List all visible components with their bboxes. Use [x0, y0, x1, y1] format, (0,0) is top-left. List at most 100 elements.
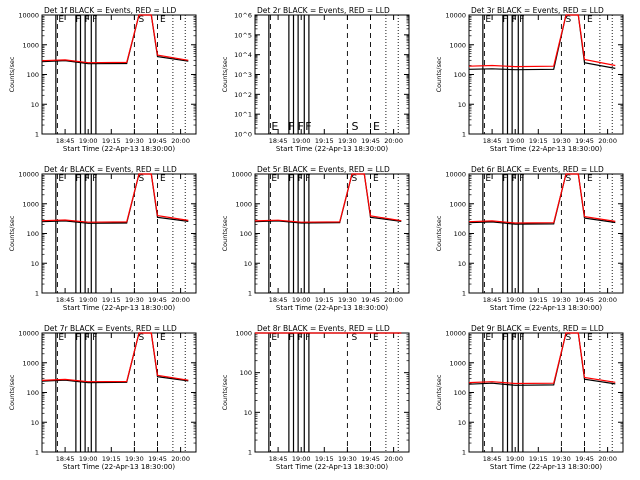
marker-label: E [373, 120, 380, 133]
y-tick-label: 10 [458, 101, 466, 109]
marker-label: E [373, 174, 379, 184]
y-tick-label: 100 [454, 389, 466, 397]
marker-label: S [565, 15, 571, 25]
y-axis-label: Counts/sec [8, 374, 16, 410]
detector-panel-7: Det 7r BLACK = Events, RED = LLD 1 10 100 10… [8, 324, 197, 471]
x-tick-label: 19:00 [506, 455, 525, 463]
x-axis-label: Start Time (22-Apr-13 18:30:00) [276, 463, 388, 471]
marker-label: F [75, 174, 80, 184]
panel-title: Det 2r BLACK = Events, RED = LLD [257, 6, 390, 15]
marker-label: S [565, 333, 571, 343]
marker-label: F [512, 333, 517, 343]
y-tick-label: 10 [31, 260, 39, 268]
y-tick-label: 10^1 [234, 111, 252, 119]
x-tick-label: 19:15 [529, 455, 548, 463]
marker-label: F [519, 15, 524, 25]
panel-title: Det 4r BLACK = Events, RED = LLD [44, 165, 177, 174]
y-tick-label: 10000 [18, 12, 39, 20]
x-tick-label: 19:15 [102, 137, 121, 145]
marker-label: F [75, 15, 80, 25]
y-tick-label: 1 [35, 449, 39, 457]
detector-panel-4: Det 4r BLACK = Events, RED = LLD 1 10 100 10… [8, 165, 197, 312]
series-line-lld [468, 14, 616, 68]
y-tick-label: 100 [454, 230, 466, 238]
marker-label: E [160, 174, 166, 184]
marker-label: F [305, 174, 310, 184]
x-tick-label: 20:00 [171, 137, 190, 145]
y-axis-label: Counts/sec [435, 215, 443, 251]
plot-frame [468, 173, 624, 294]
x-tick-label: 19:45 [575, 455, 594, 463]
y-tick-label: 1 [248, 449, 252, 457]
marker-label: S [138, 174, 144, 184]
marker-label: F [92, 333, 97, 343]
y-tick-label: 10 [31, 419, 39, 427]
marker-label: F [288, 174, 293, 184]
panel-title: Det 7r BLACK = Events, RED = LLD [44, 324, 177, 333]
x-tick-label: 18:45 [56, 137, 75, 145]
x-tick-label: 19:45 [148, 296, 167, 304]
y-tick-label: 1000 [449, 200, 466, 208]
plot-frame [468, 14, 624, 135]
x-tick-label: 20:00 [384, 296, 403, 304]
y-tick-label: 10000 [18, 330, 39, 338]
y-tick-label: 1000 [22, 41, 39, 49]
y-tick-label: 1000 [449, 41, 466, 49]
y-tick-label: 1000 [235, 200, 252, 208]
x-tick-label: 19:45 [361, 137, 380, 145]
x-tick-label: 18:45 [56, 455, 75, 463]
marker-label: S [351, 333, 357, 343]
marker-label: F [519, 174, 524, 184]
series-line-lld [254, 173, 402, 223]
detector-panel-6: Det 6r BLACK = Events, RED = LLD 1 10 100 10… [435, 165, 624, 312]
y-tick-label: 10 [244, 260, 252, 268]
x-tick-label: 20:00 [598, 296, 617, 304]
plot-frame [254, 173, 410, 294]
series-line-lld [41, 173, 189, 223]
y-tick-label: 100 [27, 230, 39, 238]
x-tick-label: 19:45 [361, 455, 380, 463]
marker-label: F [85, 15, 90, 25]
marker-label: F [288, 120, 294, 133]
marker-label: E [271, 120, 278, 133]
y-tick-label: 100 [454, 71, 466, 79]
marker-label: E [160, 333, 166, 343]
marker-label: F [305, 120, 311, 133]
x-tick-label: 18:45 [483, 296, 502, 304]
x-tick-label: 19:00 [506, 137, 525, 145]
x-tick-label: 19:45 [575, 137, 594, 145]
y-tick-label: 10000 [445, 12, 466, 20]
y-tick-label: 1 [462, 290, 466, 298]
x-tick-label: 18:45 [269, 296, 288, 304]
marker-label: E [58, 174, 64, 184]
x-tick-label: 20:00 [171, 455, 190, 463]
x-tick-label: 19:15 [102, 455, 121, 463]
series-line-lld [468, 332, 616, 385]
marker-label: E [587, 15, 593, 25]
y-tick-label: 10000 [445, 171, 466, 179]
x-tick-label: 19:30 [552, 296, 571, 304]
marker-label: E [485, 333, 491, 343]
y-tick-label: 10^4 [234, 51, 252, 59]
y-axis-label: Counts/sec [8, 215, 16, 251]
y-tick-label: 10^0 [234, 131, 252, 139]
x-tick-label: 19:00 [506, 296, 525, 304]
x-tick-label: 19:30 [125, 296, 144, 304]
y-tick-label: 10 [244, 409, 252, 417]
y-tick-label: 1000 [22, 200, 39, 208]
series-line-lld [41, 14, 189, 64]
y-tick-label: 10 [31, 101, 39, 109]
y-tick-label: 100 [240, 230, 252, 238]
plot-frame [41, 14, 197, 135]
marker-label: F [519, 333, 524, 343]
marker-label: F [75, 333, 80, 343]
marker-label: F [502, 174, 507, 184]
x-axis-label: Start Time (22-Apr-13 18:30:00) [63, 463, 175, 471]
y-tick-label: 10000 [445, 330, 466, 338]
marker-label: F [512, 174, 517, 184]
x-tick-label: 19:00 [292, 296, 311, 304]
x-tick-label: 19:15 [315, 137, 334, 145]
y-tick-label: 10^3 [234, 71, 252, 79]
marker-label: E [485, 174, 491, 184]
